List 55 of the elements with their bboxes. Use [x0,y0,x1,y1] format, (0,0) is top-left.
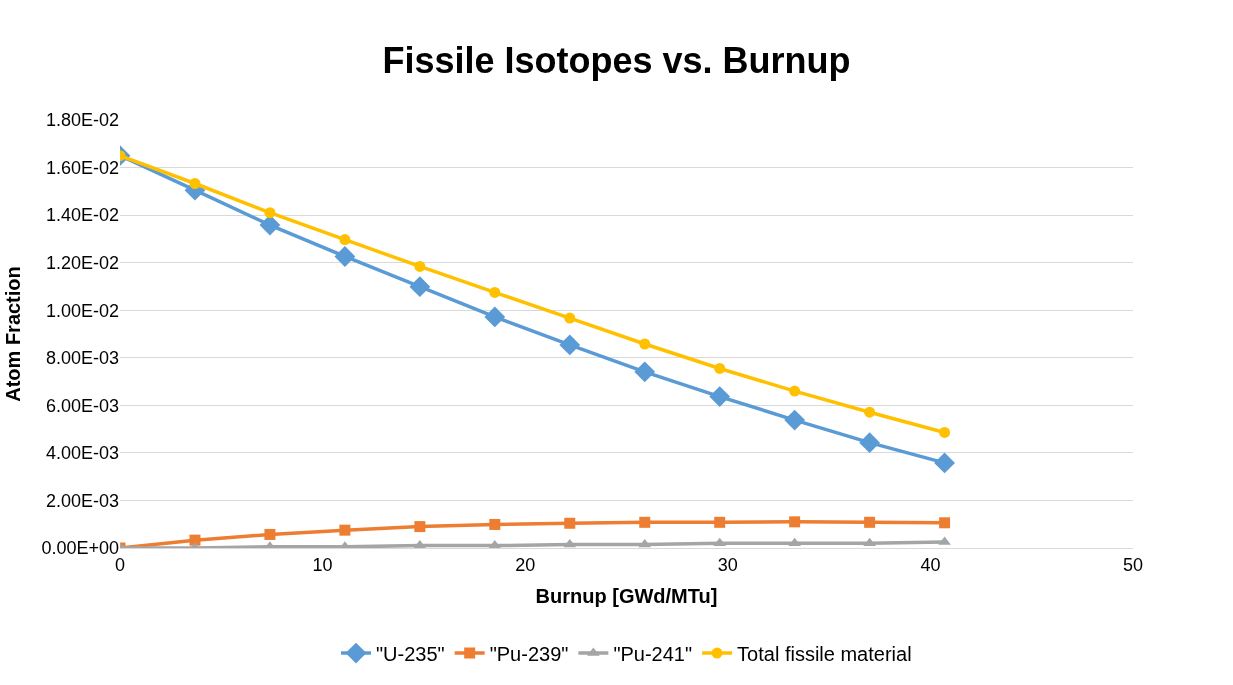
point [414,521,426,533]
y-tick-label: 1.00E-02 [45,300,119,321]
point [564,517,576,529]
point [189,534,201,546]
chart-title: Fissile Isotopes vs. Burnup [382,40,851,82]
point [563,538,577,548]
point [709,386,731,407]
legend-label: "Pu-239" [489,642,569,665]
point [634,361,656,383]
y-tick-label: 1.20E-02 [45,252,119,273]
point [639,338,651,350]
point [784,409,806,431]
x-tick-label: 50 [1122,554,1144,575]
x-tick-label: 30 [717,554,738,575]
y-tick-label: 2.00E-03 [45,490,119,511]
y-axis-title: Atom Fraction [1,266,24,402]
y-tick-label: 8.00E-03 [45,348,119,369]
legend-label: "Pu-241" [613,642,693,665]
x-tick-label: 20 [515,554,536,575]
point [559,334,581,356]
point [939,517,951,529]
point [334,246,356,267]
point [714,362,726,374]
point [934,452,955,474]
point [264,207,276,219]
x-axis-title: Burnup [GWd/MTu] [535,585,718,608]
point [409,276,431,298]
x-tick-label: 10 [312,554,333,575]
point [789,385,801,397]
point [264,528,276,540]
point [414,260,426,272]
point [864,516,876,528]
legend-label: "U-235" [376,642,445,665]
legend-label: Total fissile material [737,642,912,665]
point [639,516,651,528]
point [564,312,576,324]
point [638,538,652,548]
point [714,516,726,528]
point [489,286,501,298]
y-tick-label: 1.60E-02 [45,157,119,178]
y-tick-label: 1.40E-02 [45,205,119,226]
y-tick-label: 4.00E-03 [45,443,119,464]
point [259,214,281,236]
point [939,426,951,438]
point [484,306,506,328]
point [864,406,876,418]
y-tick-label: 1.80E-02 [45,110,119,131]
x-tick-label: 40 [920,554,941,575]
point [339,234,351,246]
point [189,177,201,189]
point [489,518,501,530]
y-tick-label: 6.00E-03 [45,395,119,416]
point [789,516,801,528]
point [859,432,881,454]
point [339,524,351,536]
